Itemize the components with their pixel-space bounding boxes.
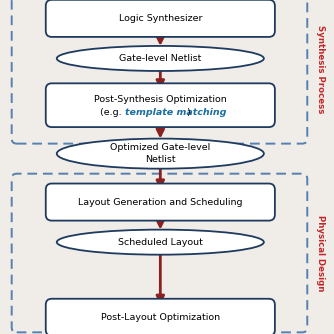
- Text: Optimized Gate-level
Netlist: Optimized Gate-level Netlist: [110, 143, 210, 164]
- Text: Scheduled Layout: Scheduled Layout: [118, 238, 203, 246]
- FancyBboxPatch shape: [46, 0, 275, 37]
- Ellipse shape: [57, 230, 264, 255]
- FancyBboxPatch shape: [46, 299, 275, 334]
- Text: ): ): [186, 108, 190, 117]
- Text: template matching: template matching: [125, 108, 226, 117]
- Ellipse shape: [57, 139, 264, 169]
- FancyBboxPatch shape: [46, 183, 275, 220]
- Text: Post-Synthesis Optimization: Post-Synthesis Optimization: [94, 95, 227, 104]
- FancyBboxPatch shape: [46, 83, 275, 127]
- Text: Post-Layout Optimization: Post-Layout Optimization: [101, 313, 220, 322]
- Text: Synthesis Process: Synthesis Process: [316, 25, 325, 114]
- Ellipse shape: [57, 46, 264, 71]
- Text: (e.g.: (e.g.: [100, 108, 125, 117]
- Text: Gate-level Netlist: Gate-level Netlist: [119, 54, 201, 63]
- Text: Physical Design: Physical Design: [316, 215, 325, 291]
- Text: Logic Synthesizer: Logic Synthesizer: [119, 14, 202, 23]
- Text: Layout Generation and Scheduling: Layout Generation and Scheduling: [78, 198, 242, 206]
